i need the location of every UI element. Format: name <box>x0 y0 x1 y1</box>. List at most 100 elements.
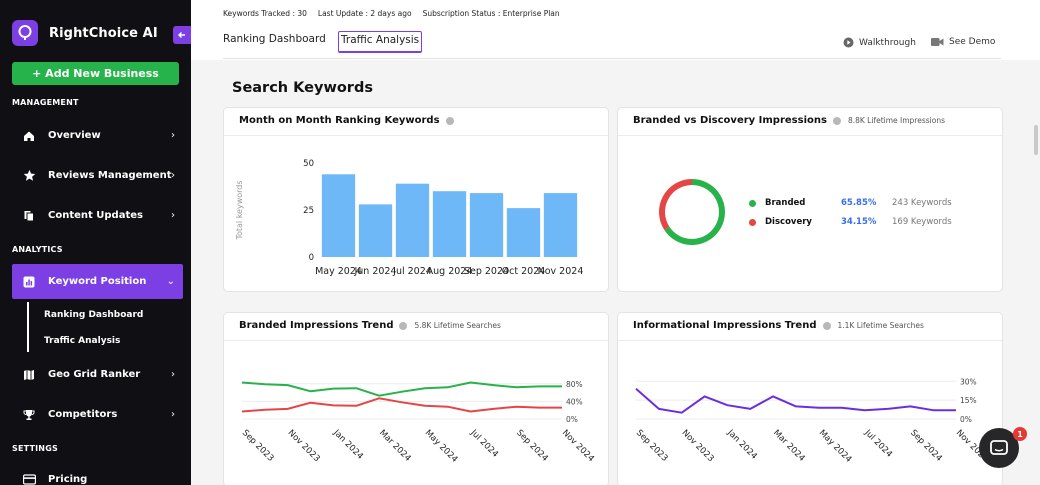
sidebar-item-geo-grid-ranker[interactable]: Geo Grid Ranker › <box>12 357 183 392</box>
sidebar-item-label: Content Updates <box>48 210 143 221</box>
legend-pct: 34.15% <box>841 217 877 227</box>
sidebar-item-keyword-position[interactable]: Keyword Position ⌄ <box>12 264 183 299</box>
x-tick-label: Sep 2023 <box>240 428 276 464</box>
top-bar: Keywords Tracked : 30 Last Update : 2 da… <box>191 0 1040 60</box>
chevron-down-icon: ⌄ <box>166 276 175 287</box>
sidebar-item-overview[interactable]: Overview › <box>12 118 183 153</box>
info-icon[interactable] <box>832 116 841 125</box>
card-informational-trend: Informational Impressions Trend 1.1K Lif… <box>617 312 1003 485</box>
card-branded-trend: Branded Impressions Trend 5.8K Lifetime … <box>223 312 609 485</box>
bar <box>395 183 430 257</box>
card-divider <box>618 135 1002 136</box>
bar-chart-icon <box>22 275 36 289</box>
walkthrough-label: Walkthrough <box>859 37 916 48</box>
play-circle-icon <box>843 37 854 48</box>
sidebar-item-label: Overview <box>48 130 101 141</box>
series-line <box>241 397 562 413</box>
brand[interactable]: RightChoice AI <box>12 20 158 46</box>
sidebar-item-label: Geo Grid Ranker <box>48 369 141 380</box>
bar <box>469 193 504 257</box>
x-tick-label: Sep 2024 <box>908 428 944 464</box>
chevron-right-icon: › <box>171 369 175 380</box>
chevron-right-icon: › <box>171 409 175 420</box>
card-divider <box>618 340 1002 341</box>
stats-bar: Keywords Tracked : 30 Last Update : 2 da… <box>223 9 560 18</box>
card-subtitle: 5.8K Lifetime Searches <box>414 321 501 330</box>
donut-chart <box>659 179 725 245</box>
chat-notification-badge: 1 <box>1013 427 1027 441</box>
card-title-text: Month on Month Ranking Keywords <box>239 115 440 126</box>
sidebar-subitem-ranking-dashboard[interactable]: Ranking Dashboard <box>44 310 144 320</box>
x-tick-label: Jun 2024 <box>353 266 396 277</box>
legend-dot <box>749 199 756 207</box>
donut-slice <box>659 179 693 230</box>
add-new-business-button[interactable]: + Add New Business <box>12 62 179 85</box>
x-tick-label: Mar 2024 <box>771 428 807 464</box>
legend-name: Branded <box>765 198 806 208</box>
x-tick-label: Jan 2024 <box>331 427 365 461</box>
keywords-tracked: Keywords Tracked : 30 <box>223 9 307 18</box>
info-icon[interactable] <box>822 321 831 330</box>
sidebar-subitem-traffic-analysis[interactable]: Traffic Analysis <box>44 336 121 346</box>
info-icon[interactable] <box>399 321 408 330</box>
x-tick-label: Sep 2023 <box>634 428 670 464</box>
x-tick-label: Jul 2024 <box>392 266 432 277</box>
brand-name: RightChoice AI <box>49 25 158 41</box>
chat-button[interactable] <box>979 428 1019 468</box>
card-subtitle: 1.1K Lifetime Searches <box>837 321 924 330</box>
informational-line-chart: 0% 15% 30% Sep 2023 Nov 2023 Jan 2024 Mar 2024… <box>634 377 990 465</box>
x-tick-label: Nov 2023 <box>680 428 716 464</box>
sidebar-item-pricing[interactable]: Pricing <box>12 462 183 485</box>
tab-traffic-analysis[interactable]: Traffic Analysis <box>338 31 423 53</box>
video-camera-icon <box>931 37 944 47</box>
card-title-text: Informational Impressions Trend <box>633 320 817 331</box>
series-line <box>241 381 562 397</box>
sidebar-item-reviews-management[interactable]: Reviews Management › <box>12 158 183 193</box>
x-tick-label: May 2024 <box>817 428 854 465</box>
section-label-management: MANAGEMENT <box>12 98 79 107</box>
tab-ranking-dashboard[interactable]: Ranking Dashboard <box>223 33 326 45</box>
walkthrough-button[interactable]: Walkthrough <box>843 37 916 48</box>
x-tick-label: Sep 2024 <box>464 266 509 277</box>
y-tick-label: 25 <box>303 206 314 216</box>
y-tick-label: 15% <box>960 396 977 405</box>
sidebar-item-competitors[interactable]: Competitors › <box>12 397 183 432</box>
legend-row-discovery: Discovery 34.15% 169 Keywords <box>749 217 952 227</box>
x-tick-label: Oct 2024 <box>502 266 546 277</box>
chevron-right-icon: › <box>171 130 175 141</box>
home-icon <box>22 129 36 143</box>
donut-slice <box>664 179 725 245</box>
section-label-analytics: ANALYTICS <box>12 245 63 254</box>
x-tick-label: Sep 2024 <box>514 428 550 464</box>
see-demo-button[interactable]: See Demo <box>931 37 995 47</box>
bar <box>358 204 393 257</box>
page-title: Search Keywords <box>232 80 373 96</box>
chat-icon <box>990 439 1008 455</box>
see-demo-label: See Demo <box>949 37 996 47</box>
sidebar-item-label: Keyword Position <box>48 276 147 287</box>
info-icon[interactable] <box>445 116 454 125</box>
branded-line-chart: 0% 40% 80% Sep 2023 Nov 2023 Jan 2024 Mar 2024… <box>240 380 596 465</box>
chevron-right-icon: › <box>171 210 175 221</box>
y-tick-label: 40% <box>566 397 583 406</box>
collapse-sidebar-button[interactable] <box>173 26 191 44</box>
x-tick-label: Nov 2023 <box>286 428 322 464</box>
sidebar: RightChoice AI + Add New Business MANAGE… <box>0 0 191 485</box>
star-icon <box>22 169 36 183</box>
bar <box>321 174 356 257</box>
brand-logo-icon <box>12 20 38 46</box>
bar <box>432 191 467 257</box>
legend-pct: 65.85% <box>841 198 877 208</box>
scrollbar-thumb[interactable] <box>1034 125 1038 155</box>
card-title: Branded vs Discovery Impressions 8.8K Li… <box>633 115 945 126</box>
x-tick-label: Mar 2024 <box>377 428 413 464</box>
series-line <box>635 388 956 414</box>
card-subtitle: 8.8K Lifetime Impressions <box>847 116 945 125</box>
sidebar-item-label: Reviews Management <box>48 170 172 181</box>
section-label-settings: SETTINGS <box>12 444 58 453</box>
sidebar-item-content-updates[interactable]: Content Updates › <box>12 198 183 233</box>
card-icon <box>22 473 36 485</box>
legend-dot <box>749 218 756 226</box>
y-tick-label: 50 <box>303 159 314 169</box>
